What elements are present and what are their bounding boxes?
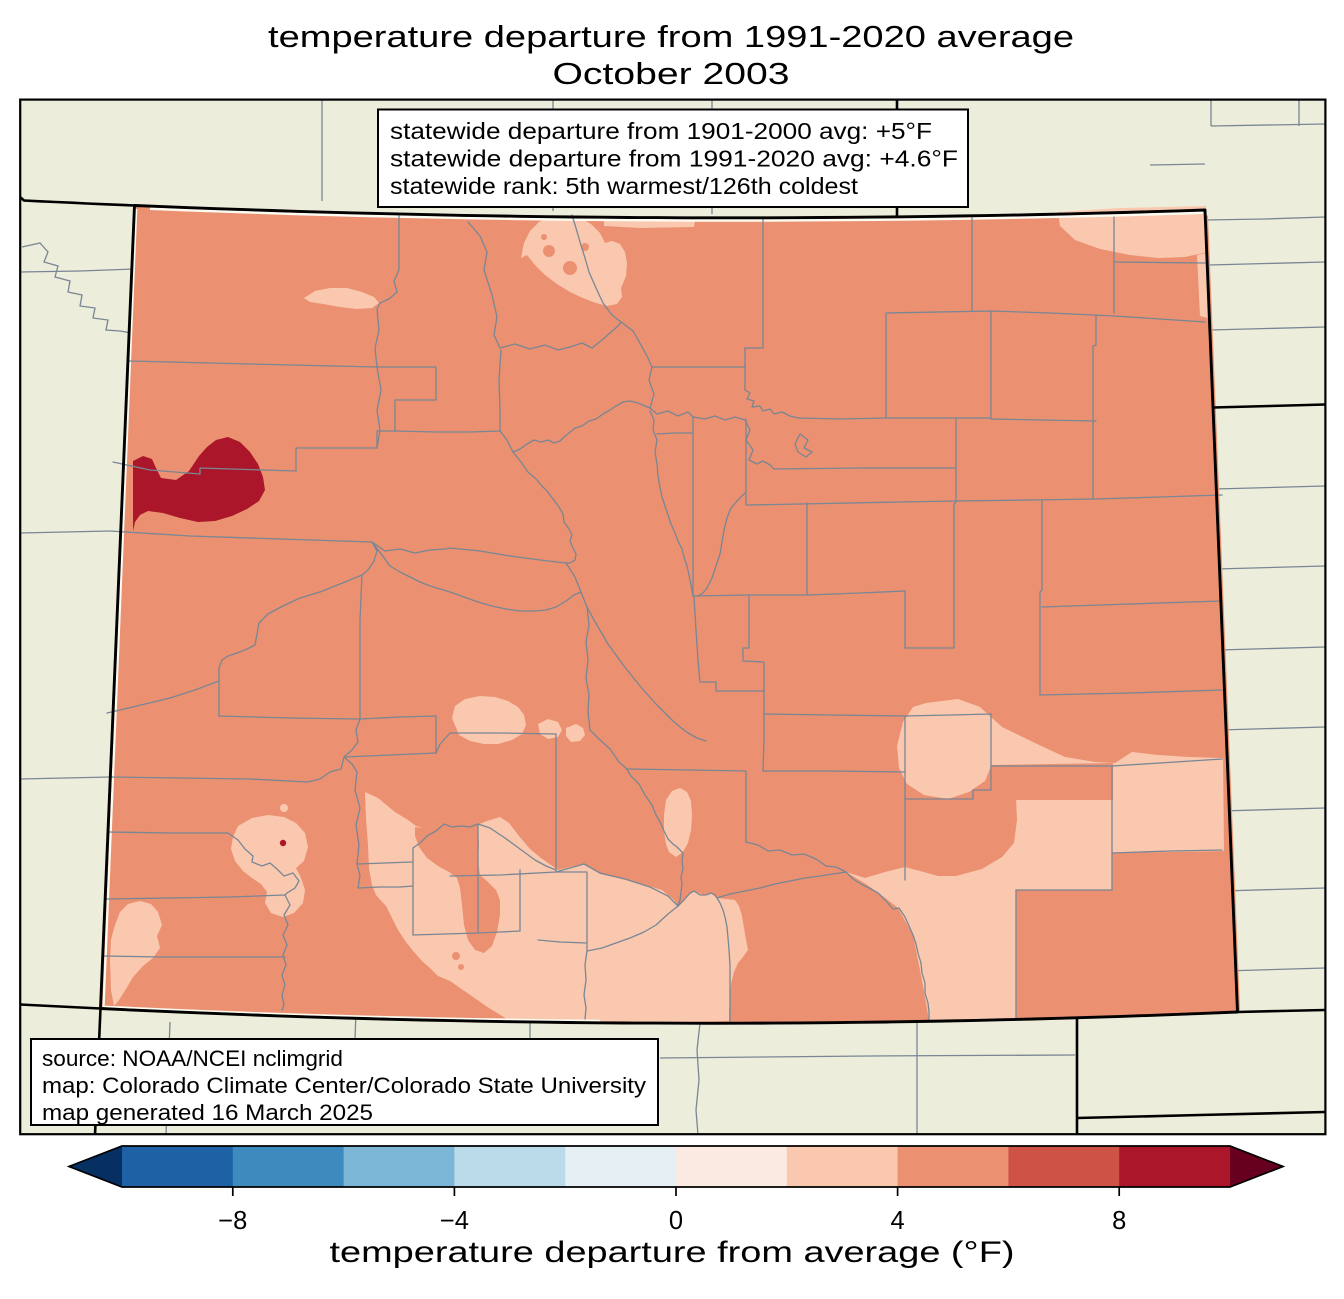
svg-text:map: Colorado Climate Center/C: map: Colorado Climate Center/Colorado St… xyxy=(42,1073,647,1098)
svg-text:−4: −4 xyxy=(440,1207,469,1235)
svg-text:statewide departure from 1901-: statewide departure from 1901-2000 avg: … xyxy=(390,118,932,144)
svg-text:statewide rank: 5th warmest/12: statewide rank: 5th warmest/126th coldes… xyxy=(390,173,858,199)
svg-text:temperature departure from 199: temperature departure from 1991-2020 ave… xyxy=(268,20,1074,54)
svg-text:0: 0 xyxy=(669,1207,683,1235)
svg-text:temperature departure from ave: temperature departure from average (°F) xyxy=(330,1236,1015,1269)
svg-text:statewide departure from 1991-: statewide departure from 1991-2020 avg: … xyxy=(390,146,958,172)
svg-text:8: 8 xyxy=(1112,1207,1126,1235)
svg-text:4: 4 xyxy=(891,1207,905,1235)
svg-text:source: NOAA/NCEI nclimgrid: source: NOAA/NCEI nclimgrid xyxy=(42,1046,343,1071)
svg-text:October 2003: October 2003 xyxy=(553,57,790,91)
svg-text:map generated 16 March 2025: map generated 16 March 2025 xyxy=(42,1100,373,1125)
svg-text:−8: −8 xyxy=(218,1207,247,1235)
